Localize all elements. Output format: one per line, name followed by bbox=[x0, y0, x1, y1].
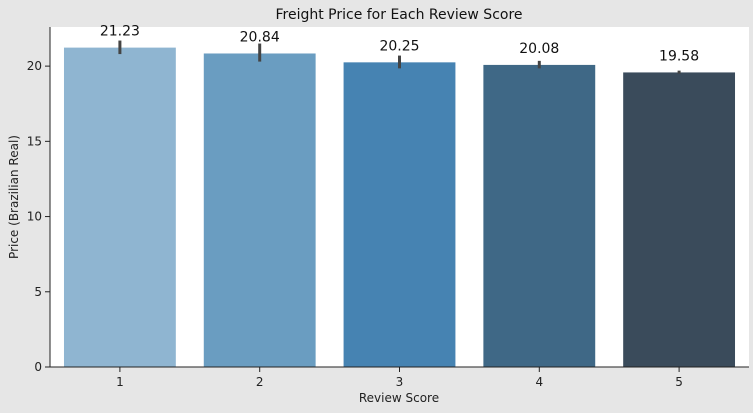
bar-score-3 bbox=[343, 62, 456, 367]
bar-score-1 bbox=[63, 47, 176, 368]
y-tick-label-0: 0 bbox=[34, 360, 42, 374]
bars-group bbox=[63, 47, 736, 368]
y-axis-label: Price (Brazilian Real) bbox=[7, 135, 21, 259]
x-tick-label-1: 1 bbox=[116, 375, 124, 389]
x-tick-label-5: 5 bbox=[675, 375, 683, 389]
y-tick-label-10: 10 bbox=[27, 210, 42, 224]
bar-score-5 bbox=[623, 72, 736, 368]
data-label-score-3: 20.25 bbox=[379, 38, 419, 54]
y-tick-label-5: 5 bbox=[34, 285, 42, 299]
bar-score-2 bbox=[203, 53, 316, 367]
y-tick-label-20: 20 bbox=[27, 59, 42, 73]
data-label-score-2: 20.84 bbox=[240, 29, 280, 45]
x-axis-label: Review Score bbox=[359, 391, 439, 405]
y-axis-ticks: 0 5 10 15 20 bbox=[27, 59, 50, 374]
data-label-score-5: 19.58 bbox=[659, 48, 699, 64]
x-axis-ticks: 1 2 3 4 5 bbox=[116, 367, 683, 389]
x-tick-label-2: 2 bbox=[256, 375, 264, 389]
error-bars-group bbox=[118, 40, 681, 74]
bar-score-4 bbox=[483, 64, 596, 367]
x-tick-label-3: 3 bbox=[396, 375, 404, 389]
data-label-score-4: 20.08 bbox=[519, 41, 559, 57]
data-labels-group: 21.23 20.84 20.25 20.08 19.58 bbox=[100, 24, 699, 65]
chart-title: Freight Price for Each Review Score bbox=[275, 7, 522, 23]
x-tick-label-4: 4 bbox=[535, 375, 543, 389]
y-tick-label-15: 15 bbox=[27, 134, 42, 148]
data-label-score-1: 21.23 bbox=[100, 24, 140, 40]
